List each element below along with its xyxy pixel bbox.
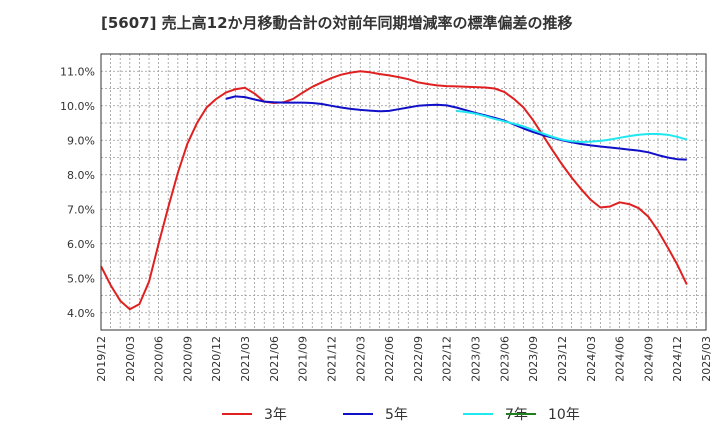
legend-label-10年: 10年 xyxy=(548,407,580,423)
y-tick-label: 9.0% xyxy=(67,134,95,147)
plot-frame xyxy=(100,53,707,331)
x-axis-ticks: 2019/12 2020/03 2020/06 2020/09 2020/12 2021/… xyxy=(95,336,713,382)
y-tick-label: 7.0% xyxy=(67,203,95,216)
x-tick-label: 2021/09 xyxy=(297,336,310,382)
y-axis-ticks: 4.0% 5.0% 6.0% 7.0% 8.0% 9.0% 10.0% 11.0% xyxy=(60,65,95,320)
x-tick-label: 2020/03 xyxy=(124,336,137,382)
x-tick-label: 2023/03 xyxy=(470,336,483,382)
x-tick-label: 2022/09 xyxy=(412,336,425,382)
x-tick-label: 2024/09 xyxy=(642,336,655,382)
x-tick-label: 2024/03 xyxy=(585,336,598,382)
x-tick-label: 2022/06 xyxy=(383,336,396,382)
chart-title: [5607] 売上高12か月移動合計の対前年同期増減率の標準偏差の推移 xyxy=(101,14,573,32)
x-tick-label: 2020/12 xyxy=(210,336,223,382)
series-line-3年 xyxy=(100,70,688,311)
x-tick-label: 2021/12 xyxy=(325,336,338,382)
x-tick-label: 2025/03 xyxy=(700,336,713,382)
y-tick-label: 4.0% xyxy=(67,307,95,320)
y-tick-label: 10.0% xyxy=(60,100,95,113)
series-line-7年 xyxy=(456,109,688,143)
legend-label-5年: 5年 xyxy=(385,407,408,423)
x-tick-label: 2022/03 xyxy=(354,336,367,382)
legend-label-3年: 3年 xyxy=(264,407,287,423)
x-tick-label: 2020/06 xyxy=(153,336,166,382)
x-tick-label: 2022/12 xyxy=(441,336,454,382)
x-tick-label: 2021/06 xyxy=(268,336,281,382)
x-tick-label: 2024/06 xyxy=(614,336,627,382)
y-tick-label: 5.0% xyxy=(67,272,95,285)
legend: 3年5年7年10年 xyxy=(222,407,580,423)
x-tick-label: 2020/09 xyxy=(181,336,194,382)
y-tick-label: 8.0% xyxy=(67,169,95,182)
grid-lines xyxy=(101,54,706,330)
x-tick-label: 2023/06 xyxy=(498,336,511,382)
x-tick-label: 2021/03 xyxy=(239,336,252,382)
y-tick-label: 6.0% xyxy=(67,238,95,251)
x-tick-label: 2023/09 xyxy=(527,336,540,382)
x-tick-label: 2023/12 xyxy=(556,336,569,382)
y-tick-label: 11.0% xyxy=(60,65,95,78)
series-lines xyxy=(100,70,688,311)
x-tick-label: 2019/12 xyxy=(95,336,108,382)
x-tick-label: 2024/12 xyxy=(671,336,684,382)
series-line-5年 xyxy=(225,95,687,161)
